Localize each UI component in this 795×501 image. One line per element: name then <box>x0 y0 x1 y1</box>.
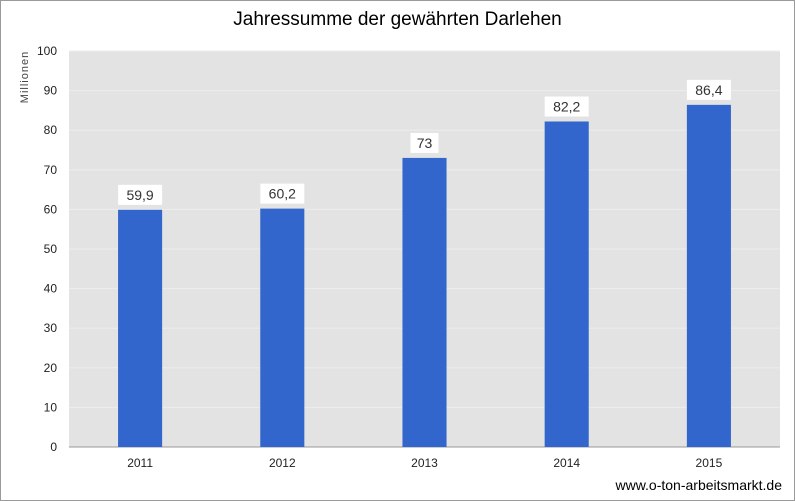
y-tick-label: 20 <box>44 361 58 375</box>
data-label-box <box>544 96 589 117</box>
data-label-box <box>260 183 305 204</box>
bar <box>260 208 305 447</box>
x-tick-label: 2012 <box>269 456 296 470</box>
data-label: 60,2 <box>269 186 296 202</box>
data-label: 59,9 <box>126 187 153 203</box>
y-tick-label: 80 <box>44 123 58 137</box>
data-label: 73 <box>417 135 433 151</box>
x-tick-label: 2015 <box>696 456 723 470</box>
y-tick-label: 60 <box>44 202 58 216</box>
y-tick-label: 50 <box>44 242 58 256</box>
y-tick-label: 90 <box>44 84 58 98</box>
y-tick-label: 10 <box>44 400 58 414</box>
data-label-box <box>118 184 163 205</box>
y-tick-label: 100 <box>37 44 57 58</box>
x-tick-label: 2011 <box>127 456 153 470</box>
x-tick-label: 2014 <box>553 456 580 470</box>
bar <box>402 157 447 448</box>
data-label-box <box>410 132 439 153</box>
y-tick-label: 30 <box>44 321 58 335</box>
chart-title: Jahressumme der gewährten Darlehen <box>233 9 562 30</box>
bar <box>544 121 589 447</box>
y-tick-label: 70 <box>44 163 58 177</box>
bar <box>686 104 731 447</box>
data-label: 82,2 <box>553 98 580 114</box>
data-label: 86,4 <box>695 82 722 98</box>
y-tick-label: 40 <box>44 282 58 296</box>
data-label-box <box>686 79 731 100</box>
x-tick-label: 2013 <box>411 456 438 470</box>
bar <box>118 209 163 447</box>
watermark-text: www.o-ton-arbeitsmarkt.de <box>615 477 782 493</box>
y-tick-label: 0 <box>50 440 57 454</box>
